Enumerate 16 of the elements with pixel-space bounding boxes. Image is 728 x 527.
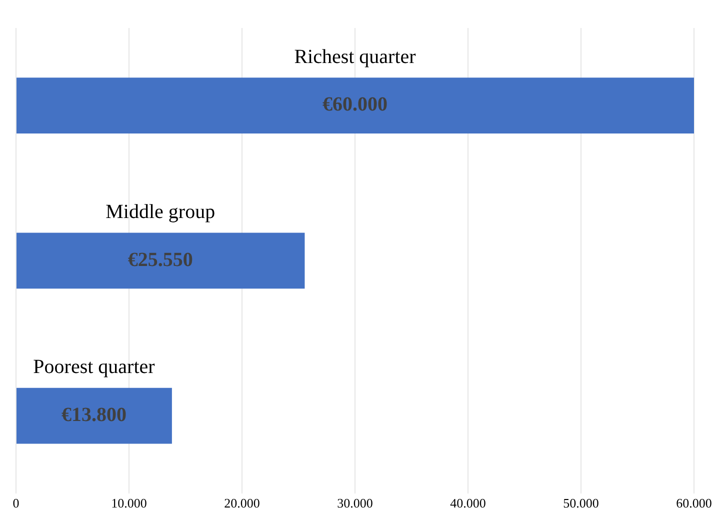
data-label: €60.000 [322,94,388,116]
bar [16,78,694,134]
y-tick-label: Richest quarter [294,46,416,68]
data-label: €25.550 [128,248,193,271]
y-tick-label: Poorest quarter [33,356,156,378]
bar [16,388,172,444]
x-tick-label: 60.000 [676,496,712,511]
x-tick-label: 0 [12,496,20,511]
x-tick-label: 30.000 [337,496,373,511]
x-tick-label: 10.000 [111,496,147,511]
bar [16,232,305,289]
data-label: €13.800 [61,404,126,426]
x-tick-label: 20.000 [224,496,260,511]
x-tick-label: 50.000 [563,496,599,511]
y-tick-label: Middle group [106,201,216,224]
x-tick-label: 40.000 [450,496,486,511]
